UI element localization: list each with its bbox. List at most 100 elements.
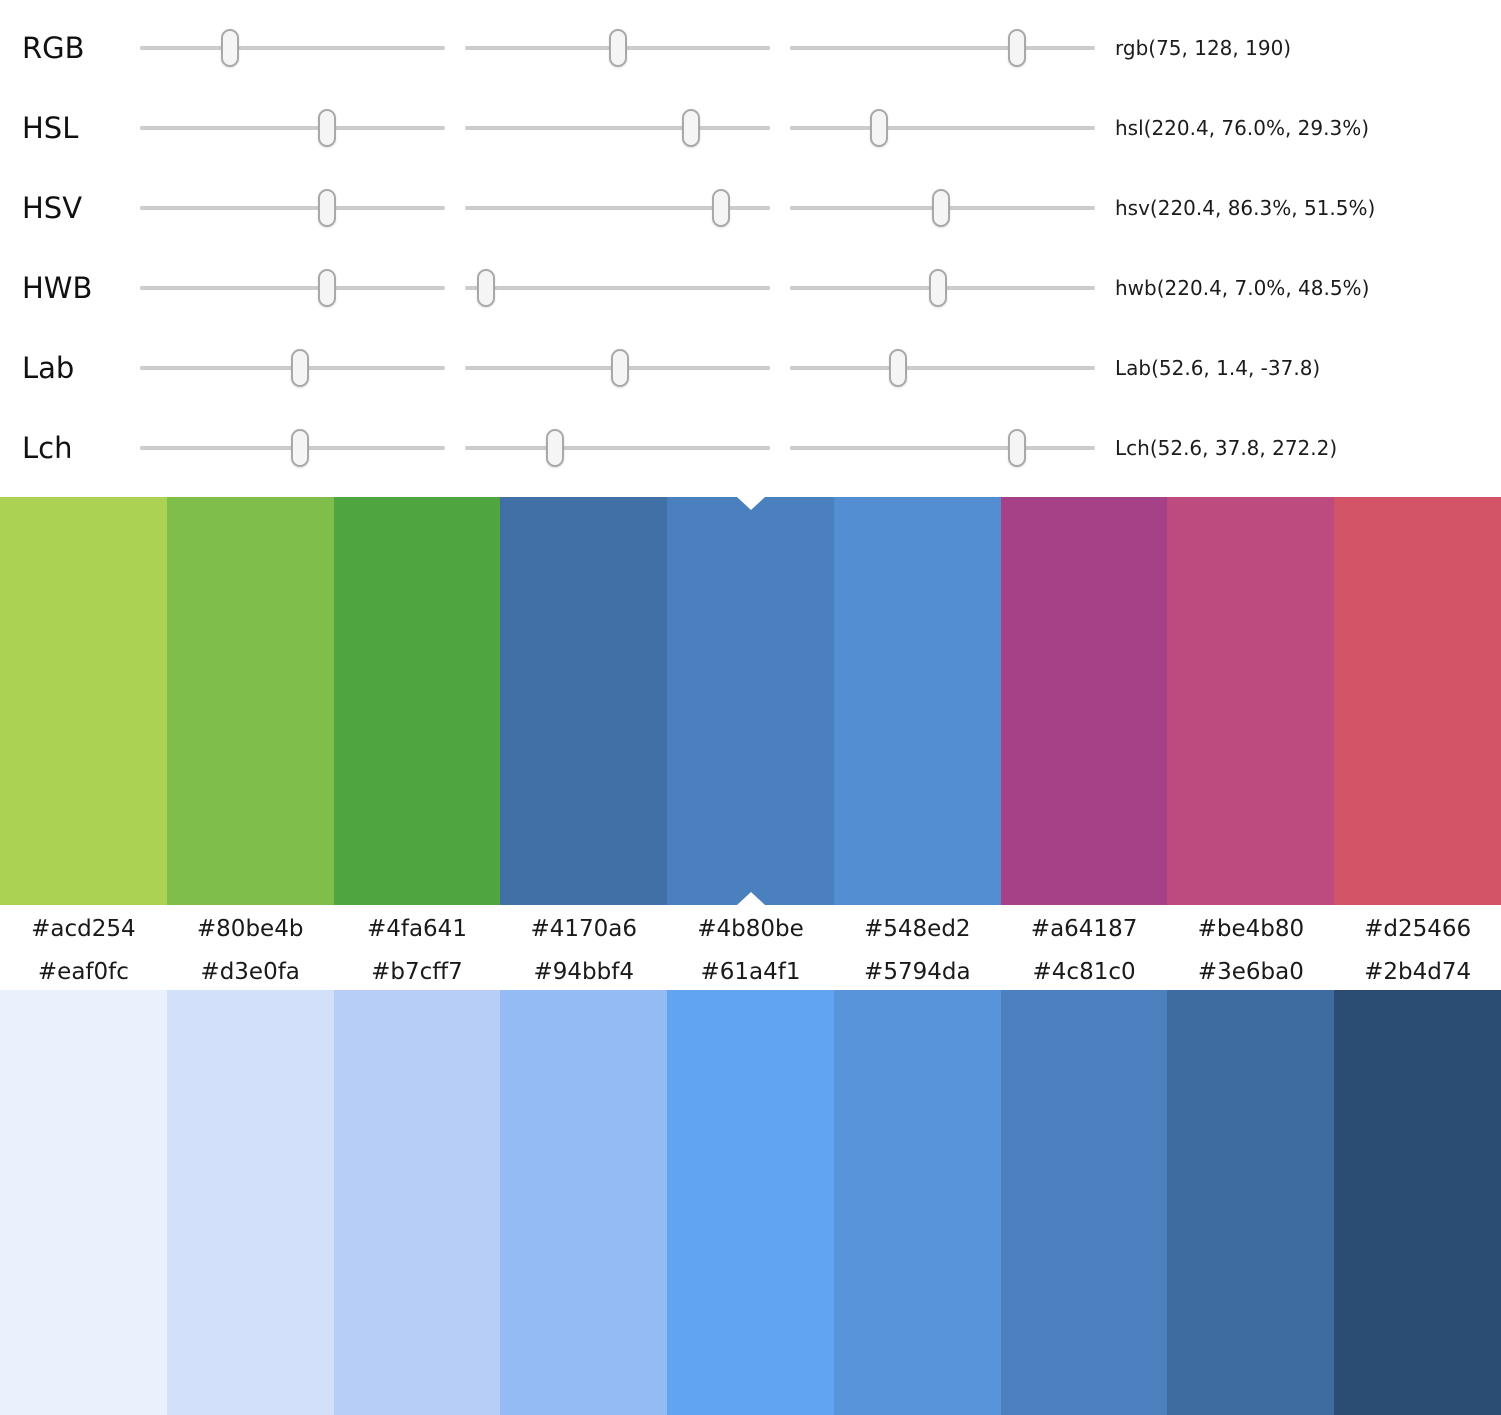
hex-label: #4c81c0 — [1032, 958, 1136, 985]
swatch[interactable] — [0, 990, 167, 1415]
selection-marker-bottom — [736, 892, 765, 905]
selection-marker-top — [736, 497, 765, 510]
slider-track-line — [140, 286, 445, 290]
color-model-label: HSV — [22, 191, 83, 225]
lab-l-slider[interactable] — [140, 346, 445, 390]
lab-a-slider[interactable] — [465, 346, 770, 390]
hsv-v-slider[interactable] — [790, 186, 1095, 230]
swatch[interactable] — [833, 497, 1001, 905]
slider-handle[interactable] — [610, 349, 629, 387]
hex-label: #80be4b — [196, 916, 304, 942]
hex-label: #548ed2 — [864, 916, 971, 942]
swatch[interactable] — [500, 497, 668, 905]
slider-track-group — [140, 266, 1095, 310]
color-model-label: Lab — [22, 351, 75, 385]
hex-label: #d3e0fa — [200, 958, 300, 985]
slider-handle[interactable] — [1008, 29, 1027, 67]
slider-track-line — [465, 446, 770, 450]
slider-row-hsv: HSV hsv(220.4, 86.3%, 51.5%) — [0, 168, 1501, 248]
hue-palette-hex-labels: #acd254 #80be4b #4fa641 #4170a6 #4b80be … — [0, 905, 1501, 953]
slider-handle[interactable] — [291, 429, 310, 467]
swatch[interactable] — [1167, 990, 1335, 1415]
slider-track-group — [140, 346, 1095, 390]
hwb-w-slider[interactable] — [465, 266, 770, 310]
slider-track-group — [140, 186, 1095, 230]
rgb-r-slider[interactable] — [140, 26, 445, 70]
color-sliders-panel: RGB rgb(75, 128, 190) HSL — [0, 0, 1501, 488]
hue-palette-strip — [0, 497, 1501, 905]
slider-handle[interactable] — [317, 109, 336, 147]
slider-track-line — [140, 46, 445, 50]
swatch[interactable] — [1334, 990, 1501, 1415]
slider-handle[interactable] — [931, 189, 950, 227]
swatch[interactable] — [1000, 990, 1168, 1415]
shade-palette-strip — [0, 990, 1501, 1415]
slider-handle[interactable] — [712, 189, 731, 227]
swatch[interactable] — [333, 990, 501, 1415]
color-value-text: Lch(52.6, 37.8, 272.2) — [1115, 436, 1338, 460]
slider-track-group — [140, 106, 1095, 150]
slider-handle[interactable] — [291, 349, 310, 387]
swatch[interactable] — [1000, 497, 1168, 905]
color-value-text: hsl(220.4, 76.0%, 29.3%) — [1115, 116, 1370, 140]
slider-row-lch: Lch Lch(52.6, 37.8, 272.2) — [0, 408, 1501, 488]
slider-handle[interactable] — [545, 429, 564, 467]
hwb-b-slider[interactable] — [790, 266, 1095, 310]
slider-handle[interactable] — [317, 269, 336, 307]
hsl-l-slider[interactable] — [790, 106, 1095, 150]
hex-label: #2b4d74 — [1364, 958, 1472, 985]
slider-track-line — [790, 126, 1095, 130]
slider-handle[interactable] — [609, 29, 628, 67]
lab-b-slider[interactable] — [790, 346, 1095, 390]
slider-handle[interactable] — [317, 189, 336, 227]
swatch[interactable] — [833, 990, 1001, 1415]
slider-handle[interactable] — [1008, 429, 1027, 467]
swatch[interactable] — [0, 497, 167, 905]
slider-handle[interactable] — [477, 269, 496, 307]
lch-c-slider[interactable] — [465, 426, 770, 470]
hex-label: #eaf0fc — [37, 958, 129, 985]
rgb-g-slider[interactable] — [465, 26, 770, 70]
slider-row-lab: Lab Lab(52.6, 1.4, -37.8) — [0, 328, 1501, 408]
slider-track-line — [140, 206, 445, 210]
swatch[interactable] — [667, 990, 834, 1415]
shade-palette-hex-labels: #eaf0fc #d3e0fa #b7cff7 #94bbf4 #61a4f1 … — [0, 953, 1501, 990]
hex-label: #4fa641 — [366, 916, 467, 942]
swatch[interactable] — [166, 497, 334, 905]
color-value-text: hsv(220.4, 86.3%, 51.5%) — [1115, 196, 1376, 220]
swatch[interactable] — [166, 990, 334, 1415]
slider-track-line — [465, 286, 770, 290]
hsv-s-slider[interactable] — [465, 186, 770, 230]
hex-label: #4b80be — [697, 916, 804, 942]
swatch[interactable] — [500, 990, 668, 1415]
color-model-label: RGB — [22, 31, 85, 65]
swatch-selected[interactable] — [667, 497, 834, 905]
color-model-label: HSL — [22, 111, 79, 145]
slider-track-group — [140, 26, 1095, 70]
swatch[interactable] — [333, 497, 501, 905]
slider-handle[interactable] — [681, 109, 700, 147]
hsl-s-slider[interactable] — [465, 106, 770, 150]
hex-label: #d25466 — [1364, 916, 1472, 942]
hex-label: #b7cff7 — [371, 958, 463, 985]
hex-label: #94bbf4 — [533, 958, 634, 985]
lch-l-slider[interactable] — [140, 426, 445, 470]
slider-handle[interactable] — [928, 269, 947, 307]
hwb-h-slider[interactable] — [140, 266, 445, 310]
color-model-label: HWB — [22, 271, 93, 305]
color-value-text: Lab(52.6, 1.4, -37.8) — [1115, 356, 1321, 380]
rgb-b-slider[interactable] — [790, 26, 1095, 70]
slider-handle[interactable] — [870, 109, 889, 147]
hsv-h-slider[interactable] — [140, 186, 445, 230]
slider-track-group — [140, 426, 1095, 470]
swatch[interactable] — [1334, 497, 1501, 905]
hsl-h-slider[interactable] — [140, 106, 445, 150]
slider-row-hsl: HSL hsl(220.4, 76.0%, 29.3%) — [0, 88, 1501, 168]
hex-label: #acd254 — [31, 916, 136, 942]
hex-label: #5794da — [864, 958, 971, 985]
slider-handle[interactable] — [220, 29, 239, 67]
swatch[interactable] — [1167, 497, 1335, 905]
slider-row-rgb: RGB rgb(75, 128, 190) — [0, 8, 1501, 88]
lch-h-slider[interactable] — [790, 426, 1095, 470]
slider-handle[interactable] — [888, 349, 907, 387]
